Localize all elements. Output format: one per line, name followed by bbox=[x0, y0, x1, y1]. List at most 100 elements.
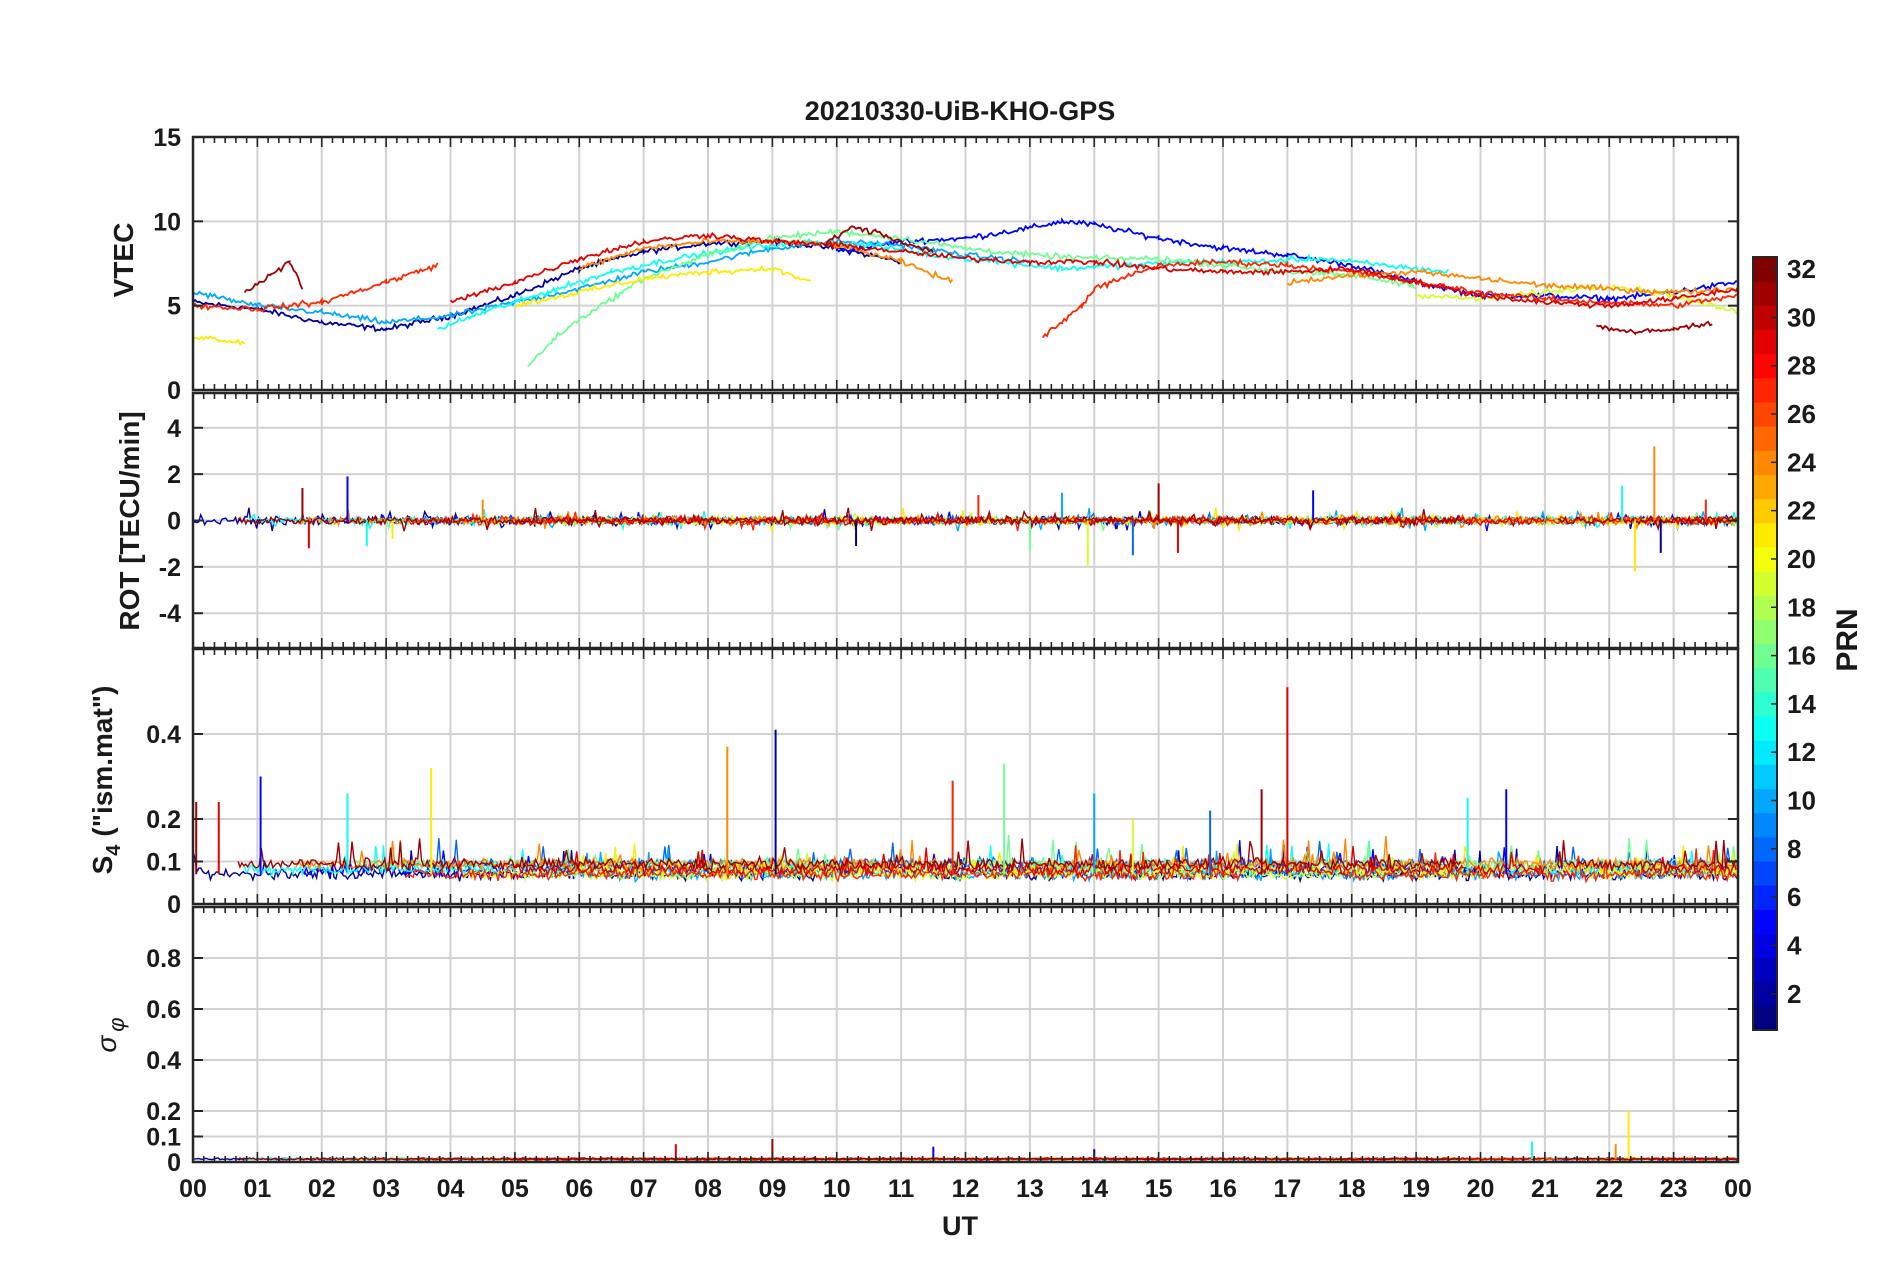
colorbar-segment bbox=[1753, 715, 1777, 741]
y-tick-label: 0.4 bbox=[146, 1047, 181, 1075]
x-tick-label: 12 bbox=[952, 1175, 980, 1203]
s4-ylabel-main: S bbox=[87, 856, 118, 875]
colorbar-tick-label: 14 bbox=[1787, 689, 1816, 719]
x-tick-label: 03 bbox=[372, 1175, 400, 1203]
x-tick-label: 01 bbox=[243, 1175, 271, 1203]
sigma-phi-ylabel: σφ bbox=[91, 1017, 129, 1052]
y-tick-label: 0 bbox=[167, 891, 181, 919]
colorbar-segment bbox=[1753, 522, 1777, 548]
colorbar-segment bbox=[1753, 764, 1777, 790]
colorbar-segment bbox=[1753, 281, 1777, 306]
colorbar-segment bbox=[1753, 329, 1777, 355]
colorbar-tick-label: 10 bbox=[1787, 786, 1816, 816]
colorbar-tick-label: 32 bbox=[1787, 254, 1816, 284]
x-tick-label: 21 bbox=[1531, 1175, 1559, 1203]
y-tick-label: -4 bbox=[159, 600, 181, 628]
x-tick-label: 00 bbox=[1724, 1175, 1752, 1203]
y-tick-label: 15 bbox=[153, 124, 181, 152]
colorbar-tick-label: 28 bbox=[1787, 351, 1816, 381]
x-tick-label: 16 bbox=[1209, 1175, 1237, 1203]
colorbar-label: PRN bbox=[1831, 608, 1864, 671]
x-tick-label: 15 bbox=[1145, 1175, 1173, 1203]
colorbar-tick-label: 16 bbox=[1787, 641, 1816, 671]
trace-prn-29 bbox=[514, 845, 1737, 878]
colorbar-tick-label: 26 bbox=[1787, 399, 1816, 429]
x-tick-label: 18 bbox=[1338, 1175, 1366, 1203]
s4-ylabel-rest: ("ism.mat") bbox=[87, 686, 118, 837]
x-tick-label: 10 bbox=[823, 1175, 851, 1203]
y-tick-label: 0.1 bbox=[146, 849, 181, 877]
x-axis: 00 01 02 03 04 05 06 07 08 09 10 11 12 13 14 15 16 17 18 19… bbox=[179, 1175, 1752, 1203]
x-tick-label: 11 bbox=[888, 1175, 915, 1203]
colorbar-segment bbox=[1753, 1005, 1777, 1031]
colorbar-segment bbox=[1753, 667, 1777, 693]
y-tick-label: 4 bbox=[167, 415, 181, 443]
colorbar-segment bbox=[1753, 474, 1777, 500]
vtec-panel: 0 5 10 15 VTEC bbox=[108, 124, 1740, 405]
x-tick-label: 02 bbox=[308, 1175, 336, 1203]
rot-ylabel: ROT [TECU/min] bbox=[114, 411, 145, 630]
y-tick-label: 0.1 bbox=[146, 1124, 181, 1152]
y-tick-label: 0.8 bbox=[146, 945, 181, 973]
colorbar-tick-label: 12 bbox=[1787, 737, 1816, 767]
vtec-trace-prn-19 bbox=[1415, 283, 1739, 316]
x-tick-label: 19 bbox=[1402, 1175, 1430, 1203]
colorbar-tick-label: 30 bbox=[1787, 302, 1816, 332]
x-tick-label: 20 bbox=[1467, 1175, 1495, 1203]
colorbar-segment bbox=[1753, 619, 1777, 645]
colorbar-tick-label: 22 bbox=[1787, 496, 1816, 526]
colorbar-tick-label: 6 bbox=[1787, 882, 1801, 912]
vtec-trace-prn-29 bbox=[449, 232, 1739, 310]
y-tick-label: 0 bbox=[167, 508, 181, 536]
vtec-ylabel: VTEC bbox=[108, 223, 139, 298]
colorbar-tick-label: 20 bbox=[1787, 544, 1816, 574]
x-tick-label: 14 bbox=[1080, 1175, 1108, 1203]
x-tick-label: 17 bbox=[1273, 1175, 1301, 1203]
y-tick-label: 10 bbox=[153, 208, 181, 236]
vtec-trace-prn-16 bbox=[527, 227, 1417, 368]
chart-title: 20210330-UiB-KHO-GPS bbox=[805, 96, 1116, 126]
y-tick-label: 0 bbox=[167, 1149, 181, 1177]
colorbar-segment bbox=[1753, 377, 1777, 403]
colorbar-segment bbox=[1753, 909, 1777, 934]
x-tick-label: 06 bbox=[565, 1175, 593, 1203]
colorbar-tick-label: 24 bbox=[1787, 447, 1816, 477]
s4-ylabel-sub: 4 bbox=[103, 844, 125, 856]
vtec-trace-prn-21 bbox=[192, 265, 812, 347]
y-tick-label: 0.6 bbox=[146, 996, 181, 1024]
colorbar-segment bbox=[1753, 812, 1777, 838]
y-tick-label: 5 bbox=[167, 293, 181, 321]
s4-panel: 0 0.1 0.2 0.4 S4 ("ism.mat") bbox=[87, 647, 1740, 919]
y-tick-label: 0 bbox=[167, 377, 181, 405]
sigma-phi-ylabel-main: σ bbox=[91, 1035, 122, 1053]
sigma-phi-ylabel-sub: φ bbox=[104, 1017, 129, 1031]
x-tick-label: 00 bbox=[179, 1175, 207, 1203]
trace-prn-31 bbox=[237, 507, 1738, 532]
sigma-phi-panel: 00.10.2 0.4 0.6 0.8 σφ bbox=[91, 905, 1740, 1177]
s4-ylabel: S4 ("ism.mat") bbox=[87, 686, 125, 875]
colorbar-segment bbox=[1753, 860, 1777, 886]
colorbar-segment bbox=[1753, 571, 1777, 596]
vtec-trace-prn-31 bbox=[243, 225, 1713, 336]
colorbar-tick-label: 8 bbox=[1787, 834, 1801, 864]
y-tick-label: -2 bbox=[159, 554, 181, 582]
colorbar-frame bbox=[1752, 256, 1778, 1031]
colorbar-segment bbox=[1753, 957, 1777, 983]
x-tick-label: 22 bbox=[1595, 1175, 1623, 1203]
colorbar-tick-label: 18 bbox=[1787, 592, 1816, 622]
vtec-trace-prn-5 bbox=[836, 216, 1739, 305]
x-tick-label: 05 bbox=[501, 1175, 529, 1203]
x-tick-label: 09 bbox=[758, 1175, 786, 1203]
y-tick-label: 0.4 bbox=[146, 721, 181, 749]
x-tick-label: 13 bbox=[1016, 1175, 1044, 1203]
y-tick-label: 0.2 bbox=[146, 1098, 181, 1126]
colorbar-tick-label: 4 bbox=[1787, 930, 1802, 960]
x-tick-label: 07 bbox=[630, 1175, 658, 1203]
trace-prn-31 bbox=[237, 838, 1738, 874]
x-axis-label: UT bbox=[942, 1211, 978, 1241]
colorbar-tick-label: 2 bbox=[1787, 979, 1801, 1009]
x-tick-label: 23 bbox=[1660, 1175, 1688, 1203]
y-tick-label: 2 bbox=[167, 461, 181, 489]
